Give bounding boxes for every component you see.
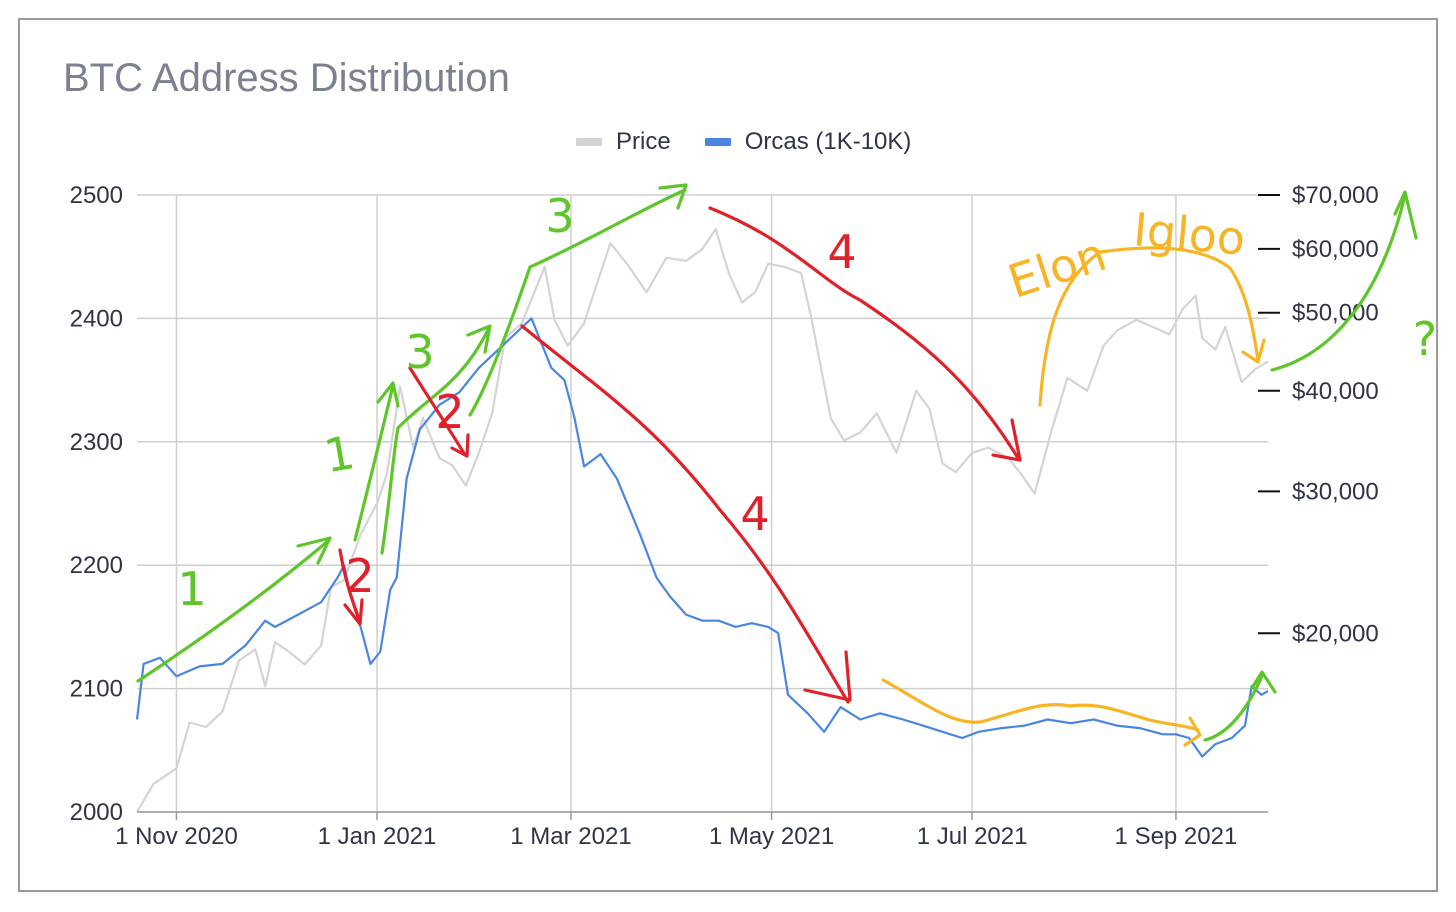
- annotation-stroke: [803, 650, 852, 702]
- y-left-tick-label: 2300: [70, 429, 123, 456]
- annotation-stroke: [338, 548, 362, 624]
- annotation-stroke: [1183, 716, 1202, 747]
- x-tick-label: 1 Jan 2021: [318, 823, 437, 850]
- y-right-tick-label: $50,000: [1292, 300, 1379, 327]
- legend-swatch-price: [576, 138, 602, 146]
- y-right-tick-label: $40,000: [1292, 378, 1379, 405]
- annotation-label: ?: [1413, 312, 1437, 366]
- annotation-stroke: [991, 418, 1022, 462]
- annotation-label: 3: [405, 325, 434, 379]
- annotation-stroke: [450, 433, 470, 458]
- annotation-stroke: [376, 381, 400, 408]
- y-right-tick-label: $20,000: [1292, 620, 1379, 647]
- annotation-stroke: [353, 383, 395, 542]
- y-left-tick-label: 2000: [70, 799, 123, 826]
- x-tick-label: 1 Nov 2020: [115, 823, 238, 850]
- legend-label-price: Price: [616, 128, 671, 155]
- annotation-stroke: [1203, 674, 1264, 742]
- chart-legend: Price Orcas (1K-10K): [576, 128, 945, 156]
- annotation-label: 4: [740, 487, 769, 541]
- orcas-series-line: [135, 317, 1269, 758]
- annotation-stroke: [468, 188, 687, 417]
- y-right-tick-label: $70,000: [1292, 182, 1379, 209]
- x-tick-label: 1 Sep 2021: [1115, 823, 1238, 850]
- y-left-tick-label: 2400: [70, 305, 123, 332]
- x-tick-label: 1 Mar 2021: [510, 823, 631, 850]
- x-tick-label: 1 May 2021: [709, 823, 834, 850]
- annotation-stroke: [466, 324, 492, 354]
- annotation-stroke: [1393, 190, 1418, 240]
- y-right-tick-label: $30,000: [1292, 478, 1379, 505]
- legend-item-orcas[interactable]: Orcas (1K-10K): [704, 128, 912, 156]
- chart-frame: [18, 18, 1438, 892]
- y-right-tick-label: $60,000: [1292, 236, 1379, 263]
- annotation-label: 1: [177, 562, 206, 616]
- price-series-line: [136, 228, 1269, 813]
- annotation-label: 2: [435, 385, 464, 439]
- legend-swatch-orcas: [704, 138, 731, 146]
- y-left-tick-label: 2200: [70, 552, 123, 579]
- legend-item-price[interactable]: Price: [576, 128, 671, 156]
- chart-title: BTC Address Distribution: [63, 56, 510, 100]
- annotation-label: Elon: [1002, 227, 1113, 309]
- annotation-label: 3: [545, 189, 574, 243]
- annotation-stroke: [343, 598, 364, 626]
- y-left-tick-label: 2500: [70, 182, 123, 209]
- y-left-tick-label: 2100: [70, 676, 123, 703]
- annotation-stroke: [296, 536, 332, 565]
- annotation-stroke: [1270, 193, 1407, 372]
- annotation-label: 4: [827, 225, 856, 279]
- annotation-label: Igloo: [1131, 202, 1247, 266]
- annotation-label: 1: [320, 425, 358, 483]
- annotation-label: 2: [345, 549, 374, 603]
- annotation-stroke: [408, 366, 467, 457]
- annotation-stroke: [658, 183, 688, 210]
- annotation-stroke: [1038, 246, 1260, 407]
- annotation-stroke: [520, 324, 850, 704]
- annotation-stroke: [881, 678, 1200, 732]
- x-tick-label: 1 Jul 2021: [917, 823, 1028, 850]
- annotation-stroke: [380, 328, 490, 555]
- annotation-stroke: [708, 206, 1020, 460]
- annotation-stroke: [1250, 670, 1277, 694]
- legend-label-orcas: Orcas (1K-10K): [744, 128, 912, 155]
- annotation-stroke: [136, 539, 330, 683]
- annotation-stroke: [1241, 338, 1266, 364]
